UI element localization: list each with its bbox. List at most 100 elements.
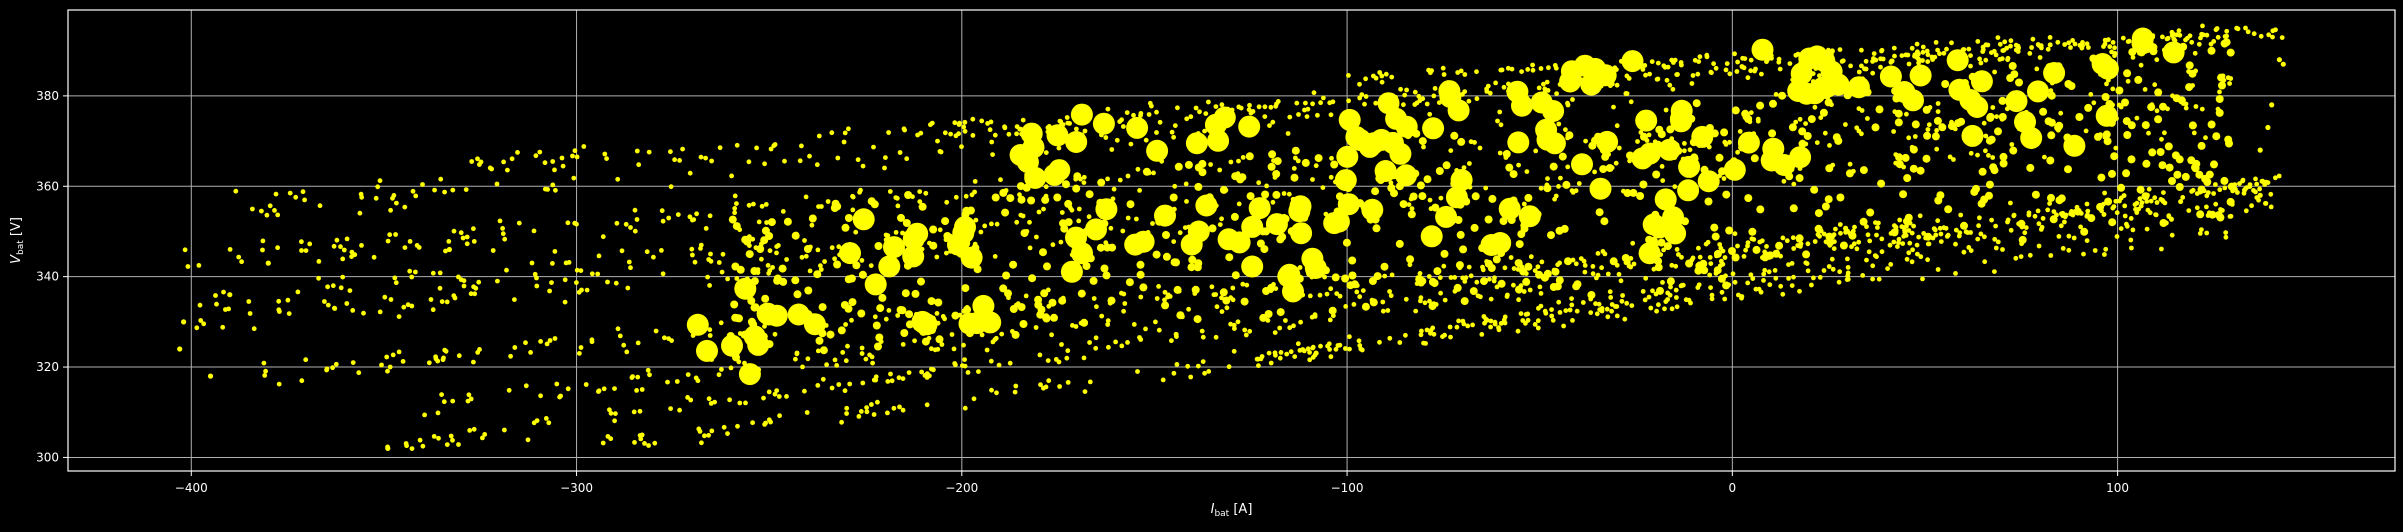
data-point — [834, 363, 840, 368]
data-point — [1699, 259, 1708, 268]
data-point — [1748, 110, 1754, 115]
data-point — [1977, 215, 1982, 221]
data-point — [2047, 193, 2055, 202]
data-point — [1240, 297, 1249, 306]
data-point — [1428, 277, 1437, 286]
data-point — [1295, 341, 1301, 347]
data-point — [1588, 296, 1594, 302]
data-point — [1949, 40, 1954, 46]
data-point — [1377, 339, 1382, 345]
data-point — [1670, 99, 1693, 122]
y-tick-label: 340 — [36, 270, 59, 284]
data-point — [1186, 224, 1192, 230]
data-point — [1937, 225, 1943, 231]
data-point — [2251, 31, 2257, 37]
data-point — [385, 368, 390, 374]
data-point — [1977, 199, 1986, 208]
data-point — [2145, 192, 2150, 198]
data-point — [2199, 106, 2205, 112]
data-point — [1776, 56, 1782, 62]
data-point — [287, 190, 293, 196]
data-point — [2102, 190, 2108, 196]
data-point — [917, 277, 925, 286]
data-point — [1432, 86, 1438, 91]
data-point — [1199, 205, 1205, 211]
data-point — [952, 247, 958, 253]
data-point — [666, 215, 672, 221]
data-point — [1024, 172, 1029, 178]
data-point — [393, 280, 399, 286]
data-point — [407, 268, 413, 274]
data-point — [845, 343, 850, 349]
data-point — [2204, 193, 2210, 199]
data-point — [1187, 263, 1196, 272]
data-point — [1821, 268, 1827, 273]
data-point — [451, 228, 457, 234]
data-point — [833, 260, 842, 269]
data-point — [250, 206, 255, 212]
data-point — [1870, 263, 1876, 269]
data-point — [2045, 46, 2051, 52]
data-point — [1723, 142, 1729, 147]
data-point — [1821, 202, 1830, 211]
data-point — [738, 363, 761, 386]
data-point — [407, 239, 413, 244]
data-point — [1904, 256, 1910, 262]
data-point — [943, 237, 949, 243]
data-point — [1941, 225, 1947, 231]
data-point — [1246, 192, 1255, 201]
data-point — [1535, 270, 1544, 279]
data-point — [1557, 310, 1563, 315]
data-point — [1207, 129, 1230, 152]
data-point — [1605, 271, 1611, 277]
data-point — [1046, 303, 1052, 309]
data-point — [1441, 72, 1447, 77]
data-point — [1369, 297, 1375, 303]
data-point — [1786, 262, 1791, 267]
data-point — [1414, 281, 1420, 286]
data-point — [1597, 75, 1602, 81]
data-point — [1399, 200, 1408, 209]
data-point — [1859, 131, 1864, 137]
data-point — [1952, 126, 1958, 132]
data-point — [263, 368, 268, 374]
data-point — [2058, 110, 2064, 116]
data-point — [2055, 39, 2061, 45]
data-point — [1122, 301, 1128, 306]
data-point — [1136, 270, 1145, 279]
data-point — [2162, 200, 2168, 206]
data-point — [737, 400, 743, 406]
data-point — [756, 219, 762, 225]
data-point — [1121, 124, 1126, 129]
data-point — [316, 275, 321, 281]
data-point — [732, 353, 740, 362]
data-point — [677, 407, 682, 413]
data-point — [1817, 275, 1823, 280]
data-point — [2062, 42, 2068, 47]
data-point — [2017, 93, 2023, 98]
data-point — [1645, 235, 1654, 244]
data-point — [460, 235, 466, 241]
data-point — [2123, 131, 2132, 139]
data-point — [1879, 65, 1902, 88]
data-point — [1228, 321, 1233, 327]
data-point — [651, 254, 656, 260]
data-point — [1371, 146, 1377, 151]
data-point — [1899, 190, 1908, 199]
data-point — [2189, 39, 2195, 45]
data-point — [1524, 193, 1533, 202]
data-point — [1543, 269, 1552, 278]
data-point — [2104, 197, 2113, 206]
data-point — [1904, 223, 1909, 229]
data-point — [1053, 357, 1059, 362]
data-point — [1732, 231, 1738, 237]
data-point — [384, 354, 390, 360]
data-point — [872, 321, 881, 330]
data-point — [2259, 178, 2265, 184]
data-point — [2023, 225, 2029, 231]
data-point — [1832, 133, 1841, 142]
data-point — [1930, 57, 1935, 62]
data-point — [1273, 352, 1278, 358]
data-point — [891, 405, 897, 411]
data-point — [2251, 188, 2256, 193]
